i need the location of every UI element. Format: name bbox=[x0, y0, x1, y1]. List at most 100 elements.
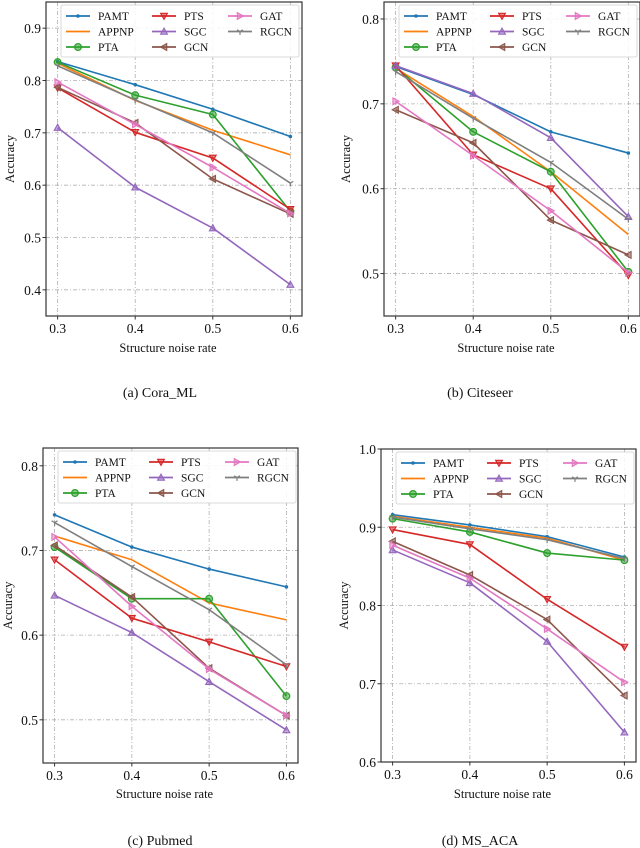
chart-caption: (a) Cora_ML bbox=[123, 386, 197, 401]
x-tick-label: 0.6 bbox=[282, 321, 299, 336]
series-line-pts bbox=[54, 559, 287, 668]
series-line-gat bbox=[392, 544, 625, 683]
data-point-sgc bbox=[465, 578, 475, 587]
x-tick-label: 0.6 bbox=[278, 768, 295, 783]
series-line-gat bbox=[57, 81, 291, 215]
legend-item-sgc: SGC bbox=[152, 27, 207, 39]
series-line-appnp bbox=[54, 535, 287, 621]
series-line-pamt bbox=[57, 60, 291, 138]
plot-area bbox=[53, 58, 295, 288]
legend-label: PTS bbox=[519, 458, 539, 470]
y-axis-label: Accuracy bbox=[337, 581, 351, 630]
legend-item-rgcn: RGCN bbox=[228, 27, 293, 39]
legend-item-rgcn: RGCN bbox=[566, 27, 631, 39]
x-tick-label: 0.6 bbox=[616, 767, 633, 782]
legend-item-sgc: SGC bbox=[490, 27, 545, 39]
series-line-pts bbox=[57, 87, 291, 210]
data-point-pta bbox=[205, 594, 214, 603]
data-point-rgcn bbox=[128, 564, 136, 570]
data-point-sgc bbox=[391, 61, 400, 69]
data-point-rgcn bbox=[51, 520, 58, 526]
chart-caption: (c) Pubmed bbox=[128, 834, 193, 848]
x-tick-label: 0.5 bbox=[201, 768, 218, 783]
data-point-pta bbox=[469, 127, 478, 136]
x-tick-label: 0.5 bbox=[204, 321, 221, 336]
legend-label: GAT bbox=[260, 11, 282, 23]
data-point-gcn bbox=[208, 174, 217, 184]
legend-marker-icon bbox=[497, 42, 506, 52]
legend-label: GCN bbox=[181, 488, 206, 500]
legend-label: SGC bbox=[184, 27, 207, 39]
data-point-pts bbox=[620, 643, 629, 652]
legend-label: GCN bbox=[519, 489, 544, 501]
legend-label: GAT bbox=[598, 11, 620, 23]
legend: PAMT APPNP PTA PTS SGC GCN GAT RGCN bbox=[60, 4, 300, 58]
data-point-gat bbox=[51, 532, 60, 542]
legend-marker-icon bbox=[494, 489, 503, 499]
legend-label: PAMT bbox=[436, 11, 467, 23]
data-point-rgcn bbox=[547, 160, 555, 166]
data-point-pamt bbox=[548, 130, 553, 134]
y-axis-label: Accuracy bbox=[1, 581, 15, 630]
legend-item-gcn: GCN bbox=[152, 42, 209, 54]
series-line-appnp bbox=[395, 67, 629, 236]
data-point-sgc bbox=[620, 727, 629, 736]
data-point-sgc bbox=[130, 182, 140, 191]
legend-item-gcn: GCN bbox=[487, 489, 544, 501]
y-tick-label: 0.6 bbox=[21, 628, 38, 643]
legend-marker-icon bbox=[76, 14, 80, 18]
legend-label: PAMT bbox=[95, 457, 126, 469]
x-tick-label: 0.6 bbox=[620, 321, 637, 336]
legend-item-gat: GAT bbox=[225, 457, 279, 469]
legend-label: APPNP bbox=[98, 27, 134, 39]
data-point-rgcn bbox=[543, 537, 551, 544]
series-line-pta bbox=[54, 546, 288, 697]
y-tick-label: 1.0 bbox=[359, 442, 376, 457]
data-point-rgcn bbox=[287, 180, 294, 187]
series-line-rgcn bbox=[395, 70, 629, 220]
data-point-pts bbox=[465, 541, 475, 549]
y-tick-label: 0.7 bbox=[362, 97, 379, 112]
series-line-sgc bbox=[395, 64, 629, 218]
data-point-rgcn bbox=[131, 97, 139, 104]
legend-marker-icon bbox=[236, 29, 244, 35]
data-point-gat bbox=[466, 573, 475, 583]
legend-marker-icon bbox=[73, 42, 82, 51]
y-tick-label: 0.8 bbox=[21, 459, 38, 474]
legend-label: PTS bbox=[522, 11, 542, 23]
legend-label: RGCN bbox=[260, 27, 293, 39]
data-point-gcn bbox=[542, 615, 551, 624]
series-line-pta bbox=[395, 66, 629, 273]
data-point-pamt bbox=[130, 545, 134, 549]
series-line-rgcn bbox=[392, 516, 625, 560]
data-point-pts bbox=[546, 185, 556, 194]
y-tick-label: 0.9 bbox=[359, 520, 376, 535]
data-point-sgc bbox=[286, 280, 295, 288]
data-point-gcn bbox=[127, 592, 136, 602]
legend-marker-icon bbox=[574, 29, 582, 35]
x-axis-label: Structure noise rate bbox=[119, 341, 217, 355]
data-point-rgcn bbox=[389, 514, 396, 521]
data-point-pta bbox=[208, 110, 217, 119]
y-tick-label: 0.9 bbox=[24, 21, 41, 36]
series-line-gcn bbox=[395, 109, 629, 256]
legend-marker-icon bbox=[571, 476, 579, 482]
legend-marker-icon bbox=[409, 490, 418, 499]
legend-marker-icon bbox=[414, 14, 418, 18]
y-tick-label: 0.6 bbox=[362, 182, 379, 197]
data-point-rgcn bbox=[283, 662, 290, 669]
series-line-sgc bbox=[57, 126, 291, 286]
data-point-gcn bbox=[468, 138, 477, 148]
data-point-rgcn bbox=[621, 556, 628, 562]
data-point-pamt bbox=[284, 585, 289, 589]
data-point-gat bbox=[209, 163, 218, 172]
data-point-sgc bbox=[204, 677, 214, 685]
data-point-rgcn bbox=[466, 526, 474, 533]
data-point-gcn bbox=[619, 691, 628, 700]
series-line-sgc bbox=[392, 549, 626, 733]
legend-label: PTA bbox=[98, 42, 119, 54]
legend-marker-icon bbox=[156, 488, 165, 498]
legend-label: PAMT bbox=[433, 458, 464, 470]
series-line-gat bbox=[395, 100, 629, 274]
plot-area bbox=[50, 513, 291, 734]
